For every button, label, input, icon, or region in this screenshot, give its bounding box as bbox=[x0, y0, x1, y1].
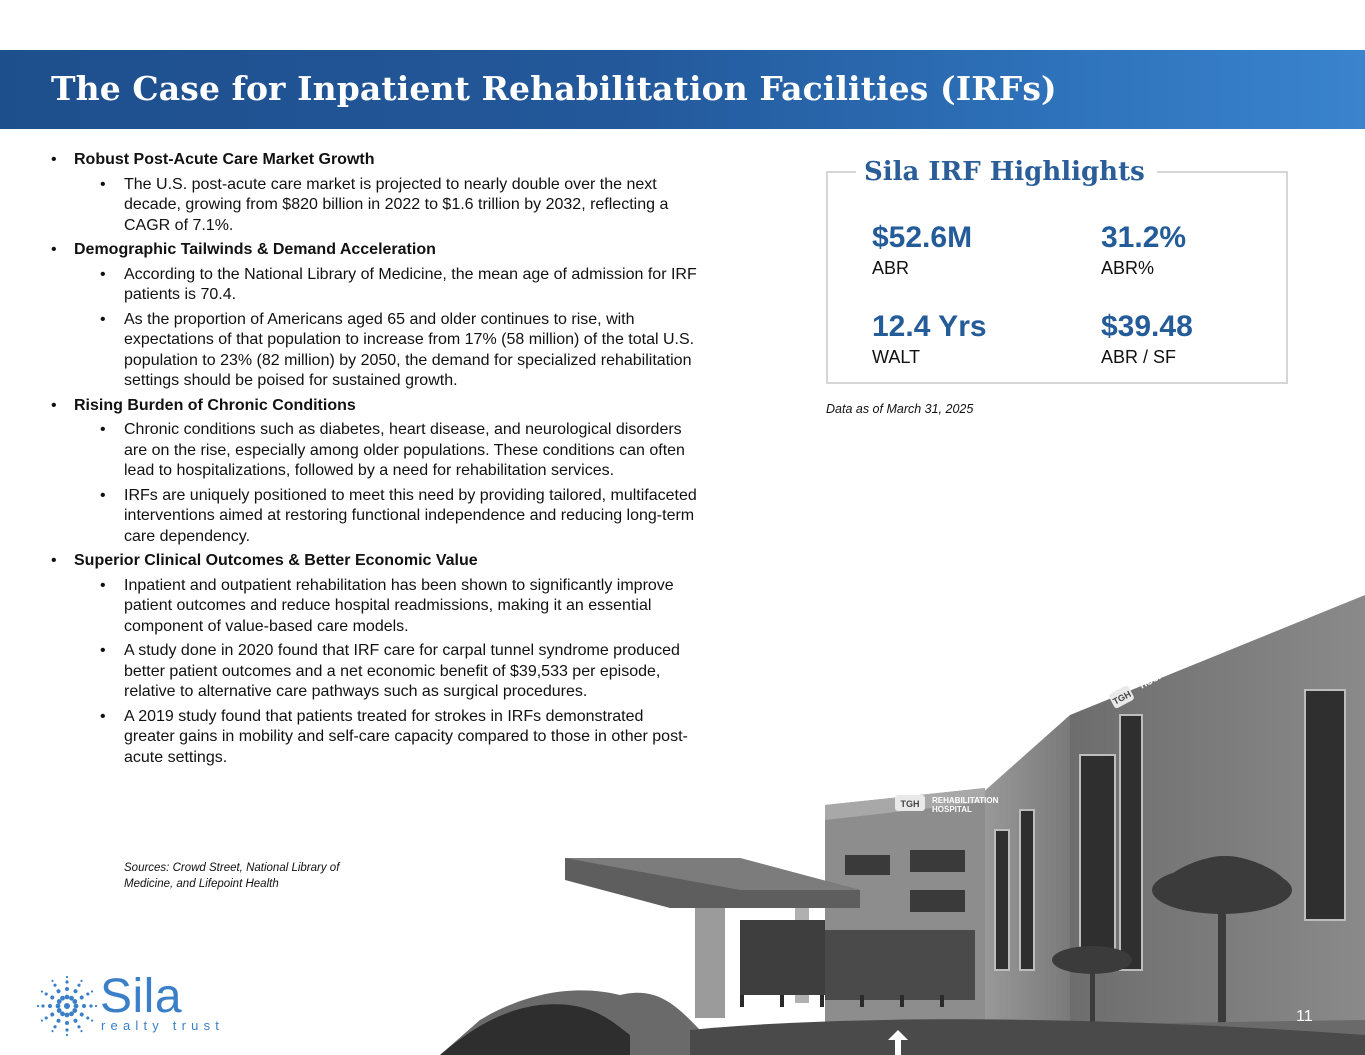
metric-abr: $52.6M ABR bbox=[872, 221, 972, 279]
highlights-box: Sila IRF Highlights $52.6M ABR 31.2% ABR… bbox=[826, 157, 1288, 384]
metric-value: $52.6M bbox=[872, 221, 973, 254]
bullet-item: According to the National Library of Med… bbox=[100, 265, 708, 306]
bullet-list: Robust Post-Acute Care Market Growth The… bbox=[48, 150, 708, 772]
metric-walt: 12.4 Yrs WALT bbox=[872, 310, 987, 368]
sources-note: Sources: Crowd Street, National Library … bbox=[124, 862, 340, 890]
bullet-item: The U.S. post-acute care market is proje… bbox=[100, 175, 708, 237]
metric-value: 12.4 Yrs bbox=[872, 310, 987, 343]
metric-abr-percent: 31.2% ABR% bbox=[1101, 221, 1186, 279]
data-as-of-note: Data as of March 31, 2025 bbox=[826, 402, 974, 416]
metric-label: WALT bbox=[872, 347, 920, 367]
metric-label: ABR / SF bbox=[1101, 347, 1177, 367]
metric-label: ABR bbox=[872, 258, 910, 278]
bullet-item: A 2019 study found that patients treated… bbox=[100, 707, 708, 769]
bullet-item: IRFs are uniquely positioned to meet thi… bbox=[100, 486, 708, 548]
metric-label: ABR% bbox=[1101, 258, 1155, 278]
metric-value: $39.48 bbox=[1101, 310, 1193, 343]
section-heading: Superior Clinical Outcomes & Better Econ… bbox=[48, 551, 708, 572]
bullet-item: As the proportion of Americans aged 65 a… bbox=[100, 310, 708, 392]
section-heading: Demographic Tailwinds & Demand Accelerat… bbox=[48, 240, 708, 261]
middle-sign-line: HOSPITAL bbox=[932, 805, 972, 814]
logo-wordmark: Sila bbox=[100, 970, 183, 1023]
section-heading: Robust Post-Acute Care Market Growth bbox=[48, 150, 708, 171]
logo-tagline: realty trust bbox=[101, 1018, 225, 1033]
page-title: The Case for Inpatient Rehabilitation Fa… bbox=[51, 69, 1057, 108]
bullet-item: Inpatient and outpatient rehabilitation … bbox=[100, 576, 708, 638]
bullet-item: A study done in 2020 found that IRF care… bbox=[100, 641, 708, 703]
page-number: 11 bbox=[1296, 1008, 1313, 1025]
bullet-item: Chronic conditions such as diabetes, hea… bbox=[100, 420, 708, 482]
rehabilitation-hospital-photo: TGH REHABILITATION HOSPITAL TGH REHABILI… bbox=[440, 595, 1365, 1055]
title-banner: The Case for Inpatient Rehabilitation Fa… bbox=[0, 50, 1365, 129]
metric-value: 31.2% bbox=[1101, 221, 1187, 254]
highlights-title: Sila IRF Highlights bbox=[856, 157, 1157, 187]
sila-logo-mark bbox=[36, 975, 98, 1037]
metric-abr-per-sf: $39.48 ABR / SF bbox=[1101, 310, 1193, 368]
sila-logo: Sila realty trust bbox=[36, 970, 236, 1037]
middle-sign-logo: TGH bbox=[901, 799, 920, 809]
middle-sign-line: REHABILITATION bbox=[932, 796, 999, 805]
section-heading: Rising Burden of Chronic Conditions bbox=[48, 396, 708, 417]
